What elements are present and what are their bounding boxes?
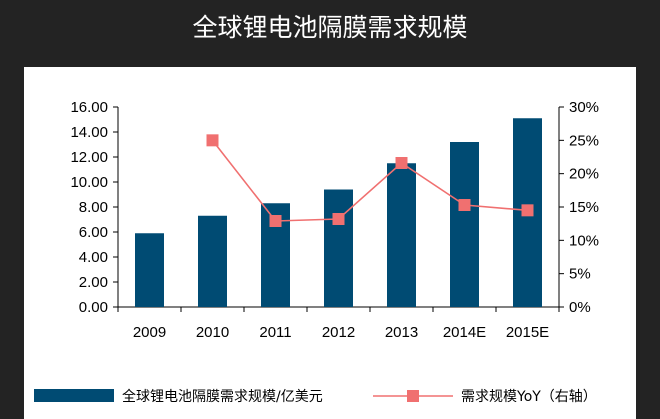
y-tick-label: 0.00 xyxy=(79,299,108,316)
y2-tick-label: 5% xyxy=(569,266,591,283)
x-tick-label: 2013 xyxy=(385,324,418,341)
y-tick-label: 12.00 xyxy=(70,149,108,166)
x-tick-label: 2009 xyxy=(133,324,166,341)
yoy-point xyxy=(206,134,219,147)
y2-tick-label: 10% xyxy=(569,232,599,249)
y2-tick-label: 20% xyxy=(569,166,599,183)
yoy-point xyxy=(395,157,408,169)
y2-tick-label: 15% xyxy=(569,199,599,216)
yoy-point xyxy=(458,199,471,211)
yoy-point xyxy=(332,213,345,225)
y-tick-label: 14.00 xyxy=(70,124,108,141)
legend-line-label: 需求规模YoY（右轴） xyxy=(461,389,597,405)
x-tick-label: 2012 xyxy=(322,324,355,341)
y-tick-label: 6.00 xyxy=(79,224,108,241)
x-tick-label: 2010 xyxy=(196,324,229,341)
x-tick-label: 2014E xyxy=(443,324,486,341)
bar xyxy=(324,189,353,307)
yoy-line xyxy=(211,139,528,222)
chart-svg: 0.00 2.00 4.00 6.00 8.00 10.00 12.00 14.00 16.00… xyxy=(34,99,599,405)
legend-bar-swatch xyxy=(34,389,114,402)
y-tick-label: 8.00 xyxy=(79,199,108,216)
yoy-point xyxy=(521,204,534,217)
chart-panel: 0.00 2.00 4.00 6.00 8.00 10.00 12.00 14.00 16.00… xyxy=(24,67,636,419)
legend-bar-label: 全球锂电池隔膜需求规模/亿美元 xyxy=(122,388,323,405)
bar xyxy=(387,163,416,307)
bar xyxy=(198,215,227,307)
legend-line-marker xyxy=(407,390,419,402)
y2-tick-label: 30% xyxy=(569,99,599,116)
chart-title: 全球锂电池隔膜需求规模 xyxy=(192,13,468,42)
y2-tick-label: 0% xyxy=(569,299,591,316)
y-tick-label: 4.00 xyxy=(79,249,108,266)
y-tick-label: 10.00 xyxy=(70,174,108,191)
y-tick-label: 2.00 xyxy=(79,274,108,291)
y-tick-label: 16.00 xyxy=(70,99,108,116)
bar xyxy=(135,233,164,307)
bar xyxy=(450,142,479,307)
x-tick-label: 2015E xyxy=(506,324,549,341)
yoy-point xyxy=(269,215,282,227)
y2-tick-label: 25% xyxy=(569,132,599,149)
x-tick-label: 2011 xyxy=(259,324,291,341)
